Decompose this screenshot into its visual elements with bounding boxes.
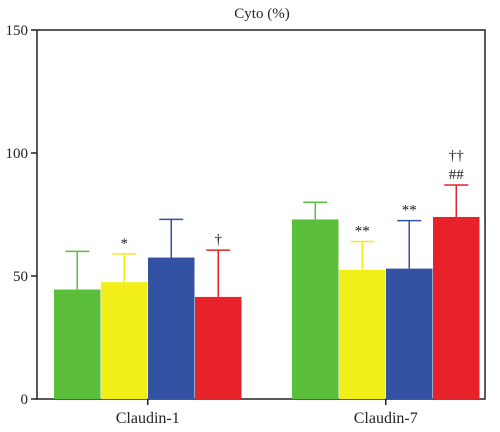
bar	[54, 289, 101, 399]
bar	[433, 216, 480, 399]
significance-marker: †	[215, 232, 223, 248]
y-tick-label: 0	[21, 392, 29, 408]
bar	[339, 269, 386, 399]
plot-area: 0 50 100 150 Claudin-1 Claudin-7 * † ** ** †† ##	[6, 23, 486, 427]
significance-marker: **	[402, 203, 417, 219]
chart-title: Cyto (%)	[234, 6, 289, 22]
bar	[101, 282, 148, 399]
y-tick-label: 100	[6, 146, 29, 162]
significance-marker: *	[121, 236, 129, 252]
significance-marker: ##	[449, 167, 465, 183]
significance-marker: ††	[449, 148, 465, 164]
plot-frame	[36, 29, 486, 400]
bar	[386, 268, 433, 399]
x-tick-label: Claudin-1	[116, 410, 180, 427]
bar	[195, 296, 242, 399]
bar	[148, 257, 195, 399]
significance-marker: **	[355, 224, 370, 240]
y-tick-label: 150	[6, 23, 29, 39]
x-tick-label: Claudin-7	[354, 410, 418, 427]
bar	[292, 219, 339, 399]
y-tick-label: 50	[13, 269, 28, 285]
